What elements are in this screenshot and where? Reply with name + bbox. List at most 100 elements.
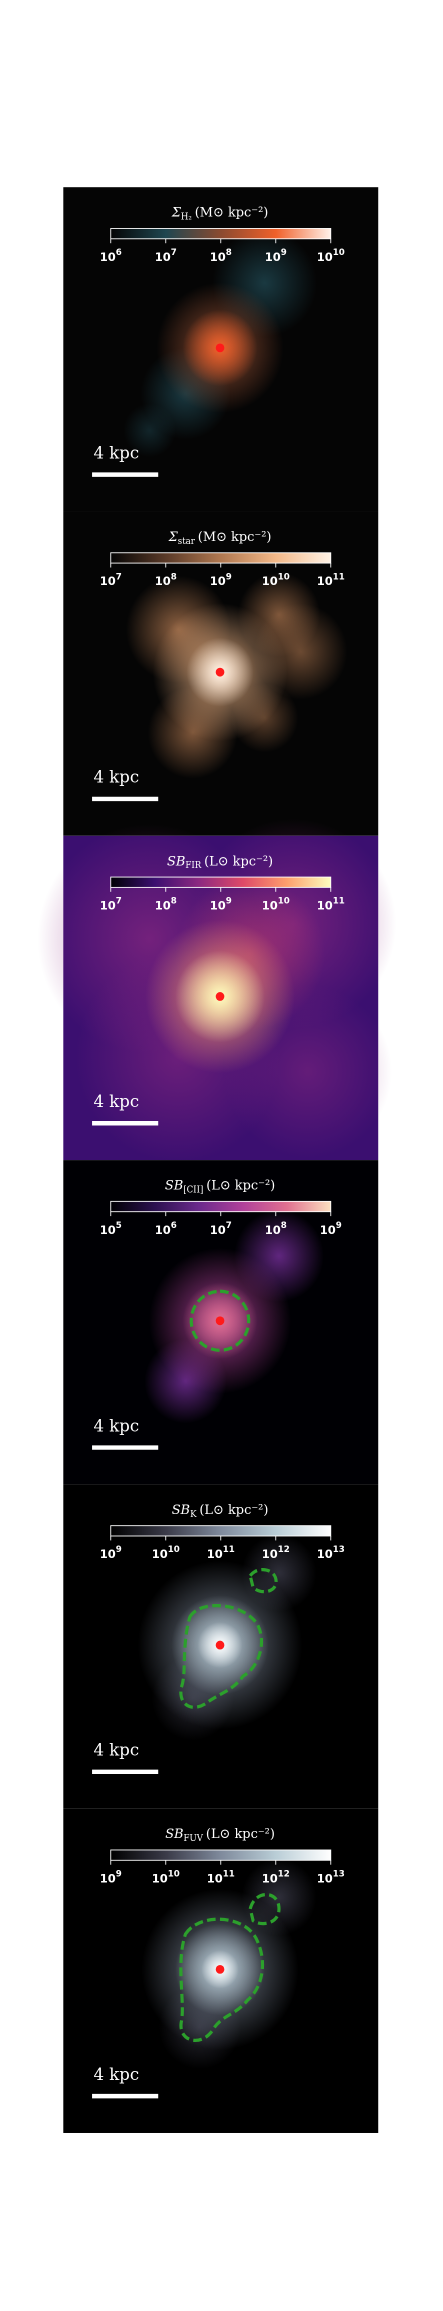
tick-exponent: 8 <box>281 1221 287 1231</box>
colorbar-tick-label: 1012 <box>262 1545 290 1561</box>
tick-exponent: 7 <box>116 572 122 582</box>
tick-base: 10 <box>155 574 171 588</box>
colorbar-tick-label: 1011 <box>317 572 345 588</box>
title-unit: (L⊙ kpc⁻²) <box>199 1503 268 1518</box>
tick-base: 10 <box>100 574 116 588</box>
tick-exponent: 10 <box>333 248 345 258</box>
tick-base: 10 <box>320 1223 336 1237</box>
tick-base: 10 <box>100 1223 116 1237</box>
tick-exponent: 12 <box>278 1545 290 1555</box>
center-marker <box>215 1964 225 1974</box>
center-marker <box>215 1316 225 1326</box>
colorbar-tick-label: 106 <box>155 1221 177 1237</box>
title-unit: (M⊙ kpc⁻²) <box>195 206 269 221</box>
colorbar-tick-label: 1010 <box>152 1545 180 1561</box>
tick-exponent: 12 <box>278 1869 290 1879</box>
colorbar-tick-label: 109 <box>210 572 232 588</box>
tick-base: 10 <box>262 1547 278 1561</box>
tick-base: 10 <box>100 1871 116 1885</box>
tick-base: 10 <box>317 1871 333 1885</box>
colorbar-tick-label: 109 <box>320 1221 342 1237</box>
center-marker <box>215 992 225 1001</box>
colorbar-tick-label: 105 <box>100 1221 122 1237</box>
tick-exponent: 9 <box>336 1221 342 1231</box>
title-subscript: FUV <box>184 1834 204 1844</box>
panel-title: ΣH₂ (M⊙ kpc⁻²) <box>171 206 269 223</box>
title-symbol: Σ <box>171 206 182 221</box>
tick-exponent: 13 <box>333 1545 345 1555</box>
colorbar-tick-label: 107 <box>100 897 122 913</box>
colorbar-tick-label: 108 <box>210 248 232 264</box>
colorbar-tick-label: 108 <box>155 897 177 913</box>
tick-exponent: 10 <box>168 1545 180 1555</box>
panel-title: SBK (L⊙ kpc⁻²) <box>172 1503 269 1520</box>
colorbar-tick-label: 1010 <box>152 1869 180 1885</box>
tick-base: 10 <box>207 1871 223 1885</box>
colorbar <box>110 1849 332 1861</box>
panel-title: SB[CII] (L⊙ kpc⁻²) <box>165 1178 275 1195</box>
tick-exponent: 13 <box>333 1869 345 1879</box>
tick-base: 10 <box>210 574 226 588</box>
contour <box>179 1917 265 2042</box>
tick-base: 10 <box>262 574 278 588</box>
title-symbol: SB <box>165 1178 184 1193</box>
tick-exponent: 9 <box>226 897 232 907</box>
tick-base: 10 <box>152 1871 168 1885</box>
colorbar-tick-label: 109 <box>210 897 232 913</box>
tick-exponent: 9 <box>116 1869 122 1879</box>
scale-label: 4 kpc <box>93 767 139 787</box>
tick-base: 10 <box>317 1547 333 1561</box>
panel-title: SBFIR (L⊙ kpc⁻²) <box>167 854 273 871</box>
tick-base: 10 <box>100 898 116 912</box>
colorbar-tick-label: 1013 <box>317 1545 345 1561</box>
colorbar-tick-label: 1011 <box>207 1545 235 1561</box>
center-marker <box>215 343 225 353</box>
colorbar-tick-label: 1012 <box>262 1869 290 1885</box>
colorbar-tick-label: 108 <box>265 1221 287 1237</box>
tick-base: 10 <box>207 1547 223 1561</box>
title-symbol: SB <box>172 1503 191 1518</box>
colorbar <box>110 876 332 888</box>
colorbar-tick-label: 1010 <box>317 248 345 264</box>
tick-base: 10 <box>210 898 226 912</box>
colorbar <box>110 552 332 564</box>
title-unit: (L⊙ kpc⁻²) <box>204 854 273 869</box>
title-symbol: SB <box>167 854 186 869</box>
colorbar <box>110 1525 332 1537</box>
tick-exponent: 5 <box>116 1221 122 1231</box>
tick-base: 10 <box>317 250 333 264</box>
scale-label: 4 kpc <box>93 1739 139 1759</box>
tick-exponent: 11 <box>333 572 345 582</box>
colorbar-tick-label: 1011 <box>207 1869 235 1885</box>
tick-base: 10 <box>262 1871 278 1885</box>
tick-exponent: 11 <box>223 1869 235 1879</box>
tick-exponent: 8 <box>226 248 232 258</box>
title-subscript: [CII] <box>183 1185 203 1195</box>
tick-exponent: 6 <box>171 1221 177 1231</box>
scale-label: 4 kpc <box>93 1415 139 1435</box>
tick-exponent: 11 <box>333 897 345 907</box>
emission-blob <box>123 403 176 458</box>
title-subscript: star <box>178 537 196 547</box>
tick-base: 10 <box>155 250 171 264</box>
tick-exponent: 10 <box>278 897 290 907</box>
contour <box>189 1289 251 1352</box>
tick-base: 10 <box>265 1223 281 1237</box>
tick-exponent: 7 <box>226 1221 232 1231</box>
tick-base: 10 <box>210 250 226 264</box>
tick-base: 10 <box>100 1547 116 1561</box>
colorbar-tick-label: 106 <box>100 248 122 264</box>
panel-title: SBFUV (L⊙ kpc⁻²) <box>165 1827 275 1844</box>
tick-exponent: 8 <box>171 572 177 582</box>
tick-base: 10 <box>262 898 278 912</box>
contour <box>248 1892 281 1926</box>
tick-exponent: 11 <box>223 1545 235 1555</box>
tick-exponent: 8 <box>171 897 177 907</box>
colorbar-tick-label: 109 <box>100 1545 122 1561</box>
panel-title: Σstar (M⊙ kpc⁻²) <box>168 530 272 547</box>
